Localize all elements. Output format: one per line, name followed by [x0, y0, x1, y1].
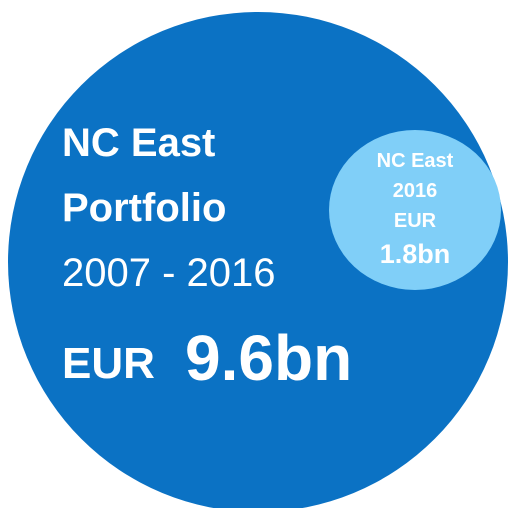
main-amount: 9.6bn [185, 322, 352, 394]
inset-circle [329, 130, 501, 290]
main-line: NC East [62, 121, 215, 165]
inset-line: EUR [394, 210, 437, 232]
main-currency: EUR [62, 339, 155, 388]
main-line: 2007 - 2016 [62, 251, 276, 295]
main-line: Portfolio [62, 186, 226, 230]
inset-line: 2016 [393, 180, 438, 202]
inset-line: NC East [377, 150, 454, 172]
inset-amount: 1.8bn [380, 239, 451, 269]
